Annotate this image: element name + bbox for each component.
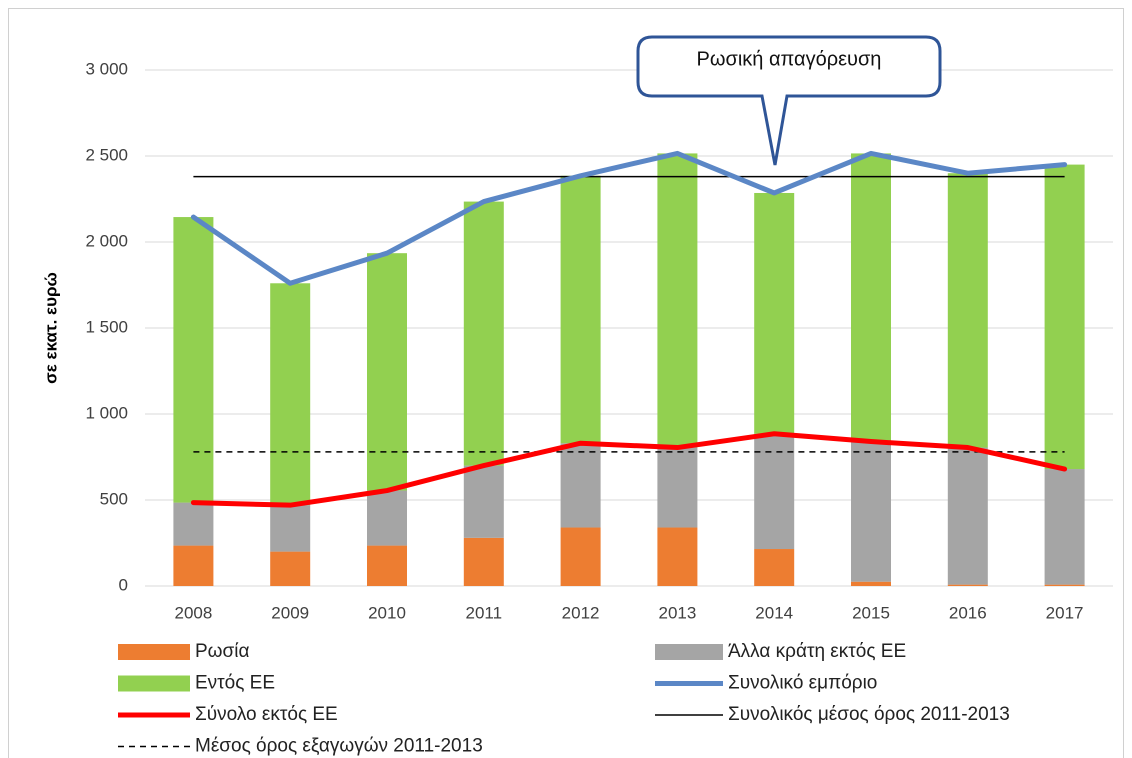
bar: [657, 527, 698, 586]
bar: [270, 551, 311, 586]
y-tick-label: 2 500: [85, 145, 128, 164]
bar: [754, 433, 795, 550]
bar: [947, 584, 988, 586]
x-tick-label: 2016: [949, 603, 987, 622]
x-tick-label: 2017: [1046, 603, 1084, 622]
x-tick-label: 2008: [174, 603, 212, 622]
y-tick-label: 1 500: [85, 317, 128, 336]
bar: [367, 545, 407, 586]
x-tick-label: 2014: [755, 603, 793, 622]
annotation: Ρωσική απαγόρευση: [697, 48, 882, 70]
callout: [636, 35, 942, 166]
bar: [560, 443, 601, 528]
line-series: [190, 150, 1068, 286]
bar: [367, 490, 407, 546]
legend-swatch: [655, 644, 723, 660]
y-tick-label: 3 000: [85, 59, 128, 78]
bar: [270, 283, 311, 506]
bar: [947, 173, 988, 448]
bar: [1044, 164, 1085, 470]
x-tick-label: 2012: [562, 603, 600, 622]
bar: [173, 502, 214, 546]
plot-area: 0 500 1 000 1 500 2 000 2 500 3 000 2008 2009 201…: [85, 59, 1113, 622]
legend-label: Σύνολο εκτός ΕΕ: [195, 704, 338, 725]
bar: [851, 441, 891, 582]
bar: [463, 465, 504, 538]
bar: [851, 581, 891, 586]
line-series: [190, 431, 1068, 508]
legend-label: Ρωσία: [195, 641, 249, 662]
y-tick-label: 1 000: [85, 403, 128, 422]
x-tick-label: 2013: [658, 603, 696, 622]
bar: [367, 253, 407, 491]
y-tick-label: 0: [119, 575, 128, 594]
bar: [173, 545, 214, 586]
bar: [270, 505, 311, 552]
bar: [947, 447, 988, 585]
bar: [173, 217, 214, 503]
bar: [657, 153, 698, 448]
legend-swatch: [118, 675, 190, 692]
legend-label: Συνολικό εμπόριο: [728, 673, 877, 694]
y-axis-label: σε εκατ. ευρώ: [41, 272, 60, 384]
legend-label: Εντός ΕΕ: [195, 673, 275, 694]
bar: [560, 527, 601, 586]
bar: [657, 447, 698, 528]
legend-label: Άλλα κράτη εκτός ΕΕ: [728, 641, 906, 662]
bar: [560, 175, 601, 444]
y-tick-label: 500: [100, 489, 128, 508]
legend-label: Μέσος όρος εξαγωγών 2011-2013: [195, 736, 483, 757]
x-tick-label: 2010: [368, 603, 406, 622]
y-tick-label: 2 000: [85, 231, 128, 250]
bar: [754, 192, 795, 434]
bar: [463, 201, 504, 466]
bar: [851, 153, 891, 442]
bar: [754, 549, 795, 586]
x-tick-label: 2009: [271, 603, 309, 622]
bar: [1044, 469, 1085, 585]
chart-frame: [8, 8, 1124, 758]
x-tick-label: 2015: [852, 603, 890, 622]
bar: [1044, 584, 1085, 586]
legend-swatch: [118, 644, 190, 660]
legend-label: Συνολικός μέσος όρος 2011-2013: [728, 704, 1010, 725]
x-tick-label: 2011: [466, 603, 503, 622]
bar: [463, 537, 504, 586]
